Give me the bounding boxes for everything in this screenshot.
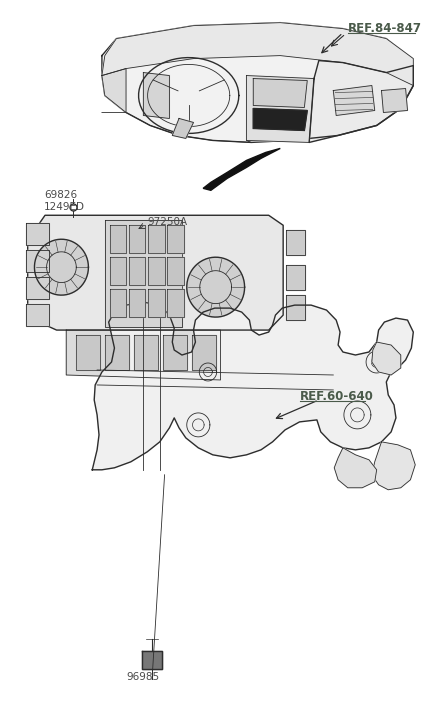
Text: 96985: 96985 — [127, 672, 160, 683]
Polygon shape — [105, 220, 182, 327]
Polygon shape — [66, 330, 221, 380]
Polygon shape — [26, 304, 49, 326]
Polygon shape — [35, 239, 88, 295]
Text: 69826: 69826 — [44, 190, 77, 201]
Polygon shape — [129, 257, 145, 285]
Polygon shape — [102, 68, 126, 113]
Polygon shape — [253, 108, 307, 130]
Polygon shape — [253, 79, 307, 108]
Polygon shape — [148, 257, 165, 285]
Polygon shape — [76, 335, 100, 370]
Polygon shape — [134, 335, 158, 370]
Polygon shape — [372, 342, 401, 375]
Polygon shape — [172, 119, 194, 138]
Polygon shape — [110, 257, 126, 285]
Polygon shape — [286, 230, 305, 255]
Polygon shape — [110, 225, 126, 253]
Polygon shape — [26, 223, 49, 245]
Polygon shape — [148, 289, 165, 317]
Polygon shape — [191, 335, 216, 370]
Text: 1249ED: 1249ED — [44, 202, 85, 212]
Polygon shape — [110, 289, 126, 317]
Polygon shape — [167, 289, 184, 317]
Polygon shape — [92, 302, 413, 470]
Polygon shape — [382, 89, 408, 113]
Polygon shape — [142, 651, 162, 670]
Polygon shape — [187, 257, 245, 317]
Text: REF.84-847: REF.84-847 — [348, 22, 422, 35]
Polygon shape — [334, 448, 377, 488]
Polygon shape — [26, 250, 49, 272]
Polygon shape — [129, 289, 145, 317]
Polygon shape — [286, 265, 305, 290]
Polygon shape — [102, 23, 413, 86]
Polygon shape — [26, 277, 49, 299]
Polygon shape — [148, 225, 165, 253]
Polygon shape — [28, 215, 283, 330]
Polygon shape — [309, 60, 413, 142]
Polygon shape — [246, 76, 314, 142]
Polygon shape — [333, 86, 375, 116]
Polygon shape — [163, 335, 187, 370]
Polygon shape — [143, 73, 170, 119]
Polygon shape — [286, 295, 305, 320]
Polygon shape — [167, 225, 184, 253]
Polygon shape — [372, 442, 415, 490]
Polygon shape — [167, 257, 184, 285]
Polygon shape — [129, 225, 145, 253]
Text: 97250A: 97250A — [147, 217, 187, 228]
Polygon shape — [105, 335, 129, 370]
Text: REF.60-640: REF.60-640 — [299, 390, 374, 403]
Polygon shape — [102, 23, 413, 142]
Polygon shape — [203, 148, 280, 190]
